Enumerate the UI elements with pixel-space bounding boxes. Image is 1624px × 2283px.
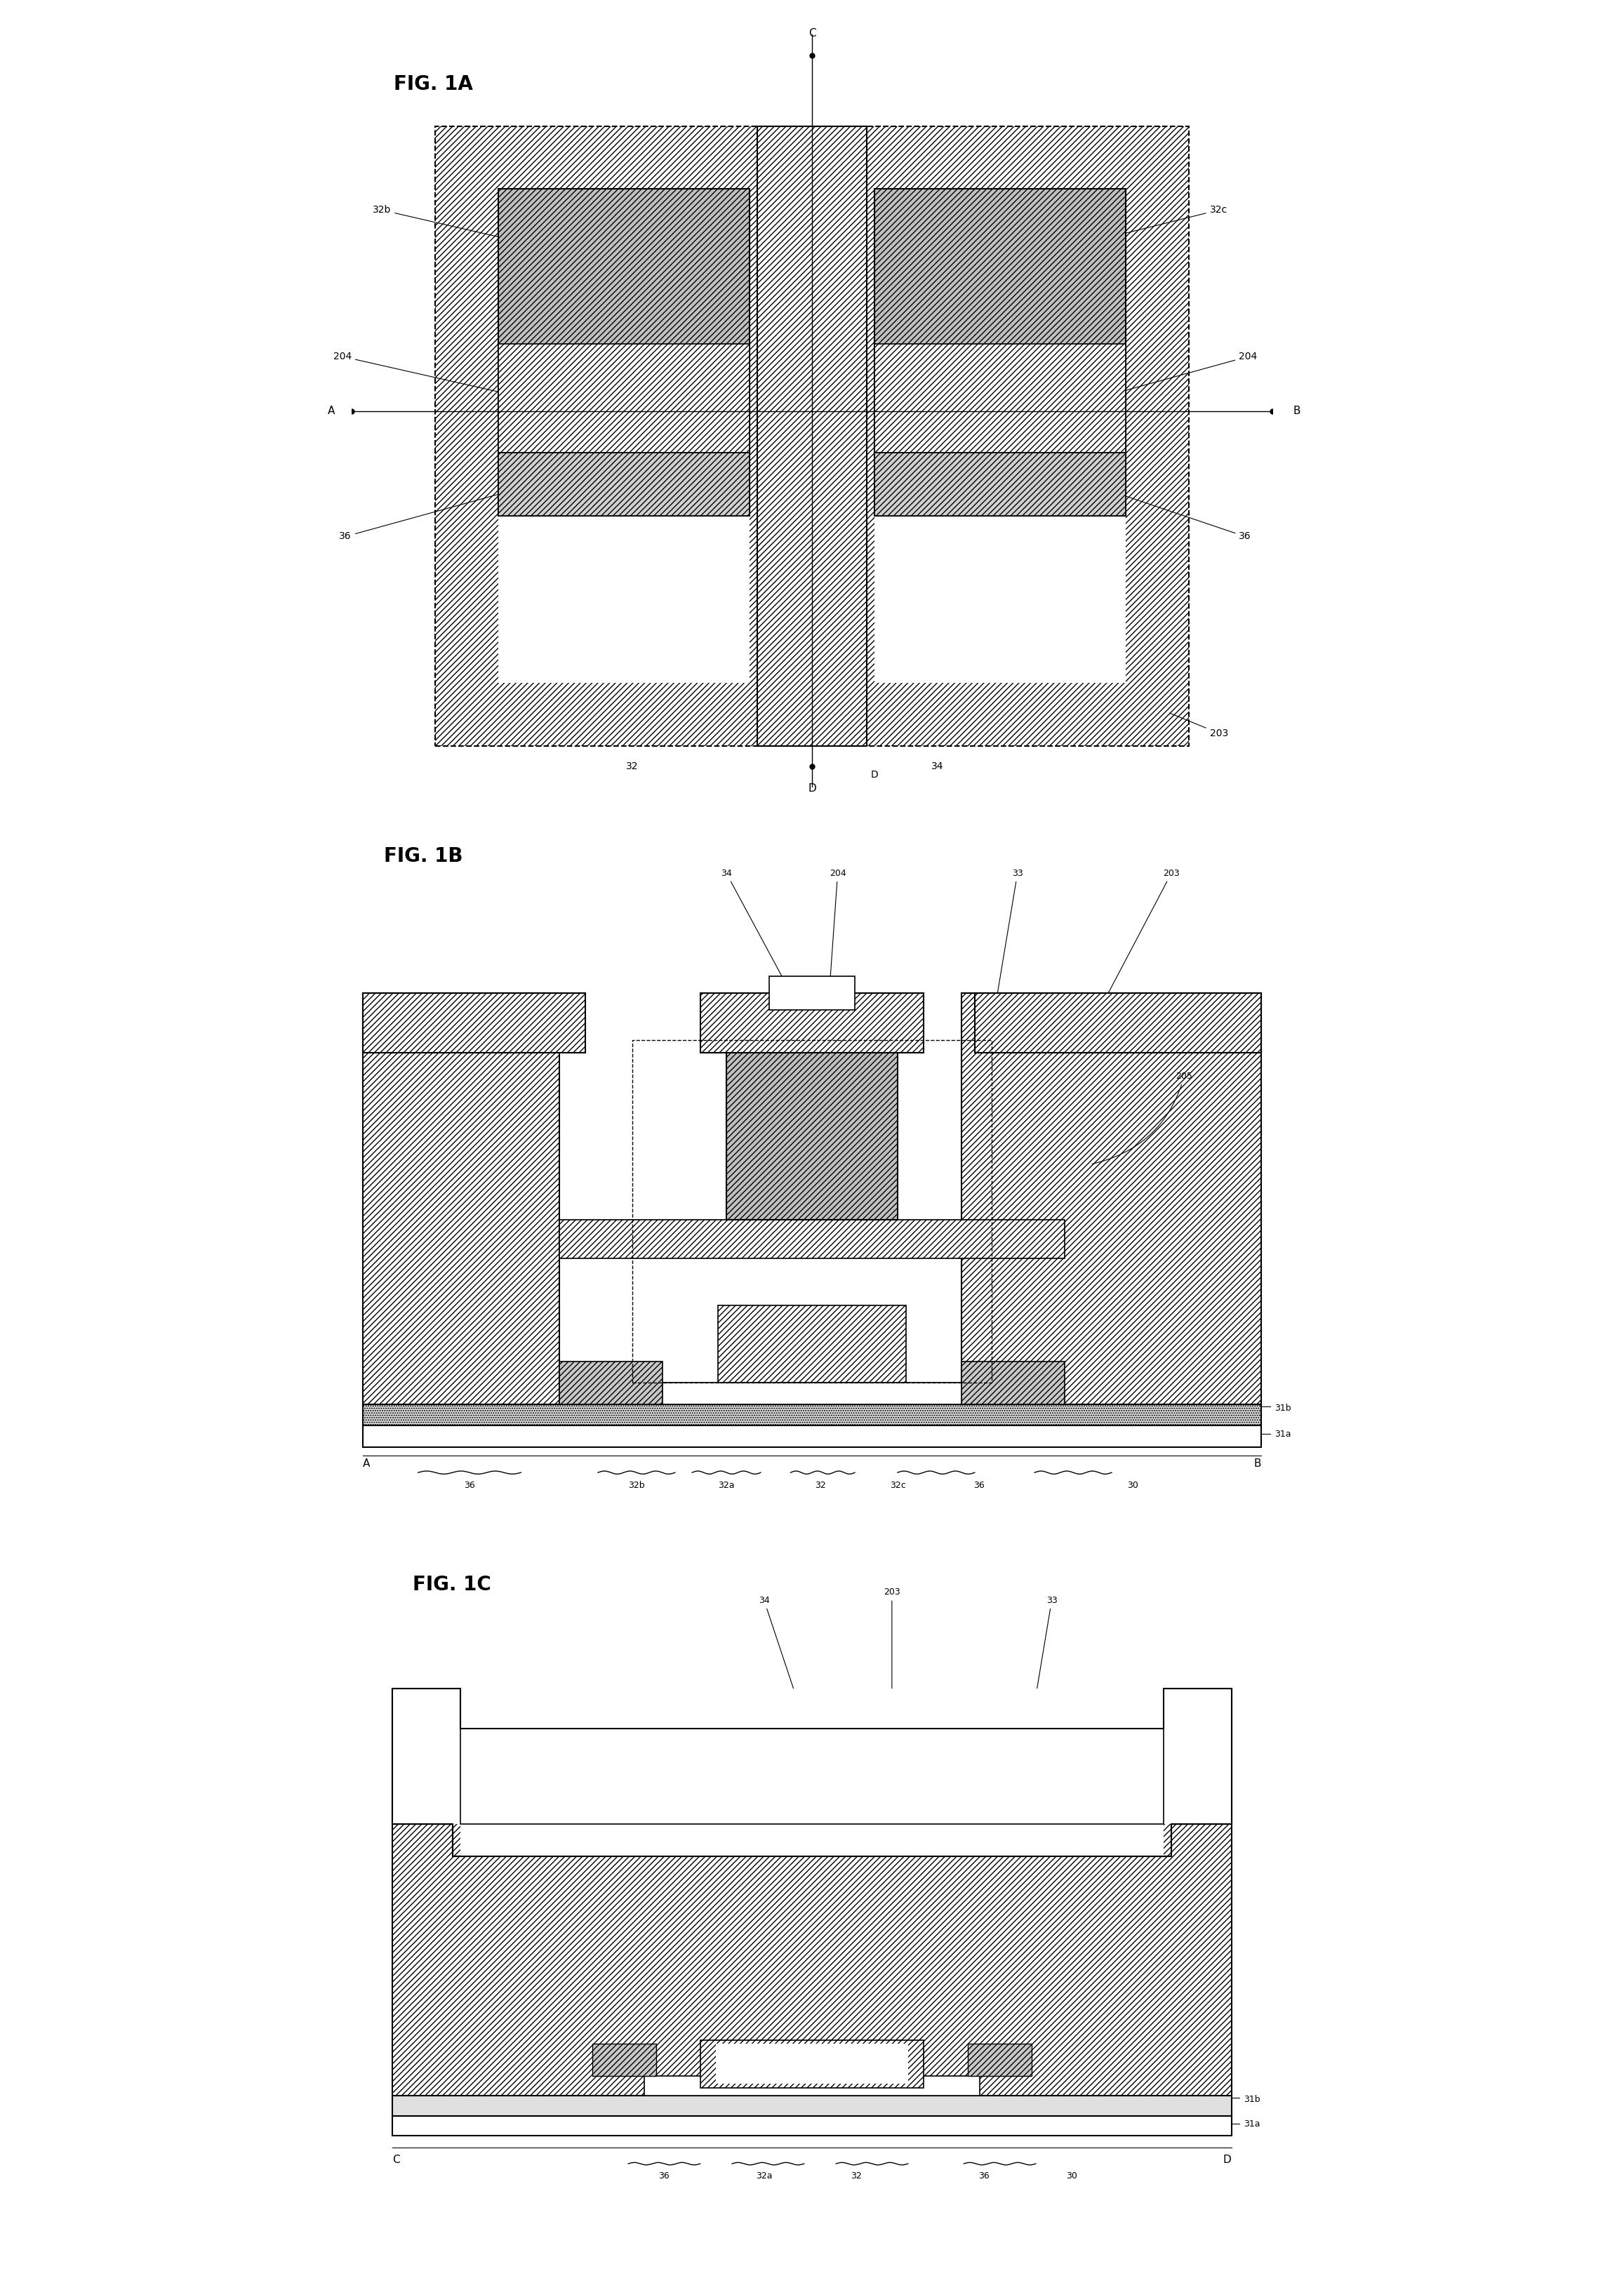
Text: 36: 36 [978,2171,989,2180]
Bar [726,998,898,1219]
Point [799,749,825,785]
Text: FIG. 1C: FIG. 1C [412,1575,490,1594]
Bar [875,345,1125,452]
Bar [362,993,559,1404]
Bar [875,452,1125,516]
Text: 203: 203 [1169,712,1228,737]
Bar [393,2096,1231,2116]
Bar [632,1041,992,1383]
Bar [593,2043,656,2075]
Text: D: D [870,769,879,781]
Text: 30: 30 [1127,1482,1138,1491]
Text: 32: 32 [851,2171,861,2180]
Bar [663,1383,961,1404]
Polygon shape [461,1728,1163,1824]
Point [1260,393,1286,429]
Text: 36: 36 [659,2171,669,2180]
Text: 31a: 31a [1275,1429,1291,1438]
Text: 203: 203 [883,1589,900,1710]
Text: 203: 203 [1091,870,1179,1025]
Bar [559,1219,1065,1258]
Bar [499,189,749,683]
Bar [716,2043,908,2084]
Bar [362,1425,1262,1447]
Bar [393,2116,1231,2137]
Bar [435,126,1189,747]
Text: 36: 36 [1098,486,1250,541]
Text: A: A [328,406,335,416]
Text: 204: 204 [812,870,846,1235]
Text: 33: 33 [1033,1596,1057,1719]
Bar [875,189,1125,683]
Bar [362,993,585,1052]
Bar [393,1689,1231,1721]
Text: 32c: 32c [890,1482,906,1491]
Text: 36: 36 [339,486,526,541]
Text: 204: 204 [1098,352,1257,397]
Text: A: A [362,1459,370,1470]
Bar [718,1306,906,1383]
Point [799,37,825,73]
Bar [757,126,867,747]
Text: FIG. 1A: FIG. 1A [393,75,473,94]
Bar [700,993,924,1052]
Text: 32b: 32b [372,205,526,242]
Text: B: B [1254,1459,1262,1470]
Text: 36: 36 [464,1482,476,1491]
Text: C: C [393,2155,400,2164]
Text: 30: 30 [1065,2171,1077,2180]
Text: D: D [1223,2155,1231,2164]
Bar [461,1735,1163,1856]
Bar [974,993,1262,1052]
Text: 32: 32 [625,763,638,772]
Text: 34: 34 [758,1596,804,1719]
Bar [770,977,854,1009]
Text: 204: 204 [333,352,526,397]
Text: 31b: 31b [1244,2096,1260,2105]
Text: FIG. 1B: FIG. 1B [383,847,463,865]
Text: 36: 36 [973,1482,984,1491]
Text: 205: 205 [1093,1071,1192,1164]
Bar [559,1361,663,1404]
Text: C: C [809,27,815,39]
Bar [875,189,1125,516]
Text: 32a: 32a [718,1482,734,1491]
Text: 34: 34 [932,763,944,772]
Text: 32: 32 [815,1482,827,1491]
Bar [968,2043,1031,2075]
Text: 32a: 32a [755,2171,773,2180]
Bar [961,993,1262,1404]
Bar [499,345,749,452]
Text: 32c: 32c [1086,205,1228,242]
Polygon shape [393,1689,1231,1856]
Bar [461,1689,1163,1824]
Bar [645,2075,979,2096]
Bar [1163,1689,1231,1824]
Text: B: B [1293,406,1301,416]
Bar [757,126,867,747]
Text: 32b: 32b [628,1482,645,1491]
Text: 31a: 31a [1244,2119,1260,2128]
Text: 31b: 31b [1275,1404,1291,1413]
Point [338,393,364,429]
Bar [499,189,749,516]
Bar [499,452,749,516]
Text: 34: 34 [721,870,786,982]
Bar [393,1689,461,1824]
Bar [700,2041,924,2087]
Bar [393,1824,1231,2096]
Text: D: D [807,783,817,794]
Bar [961,1361,1065,1404]
Bar [362,1404,1262,1425]
Text: 33: 33 [992,870,1023,1025]
